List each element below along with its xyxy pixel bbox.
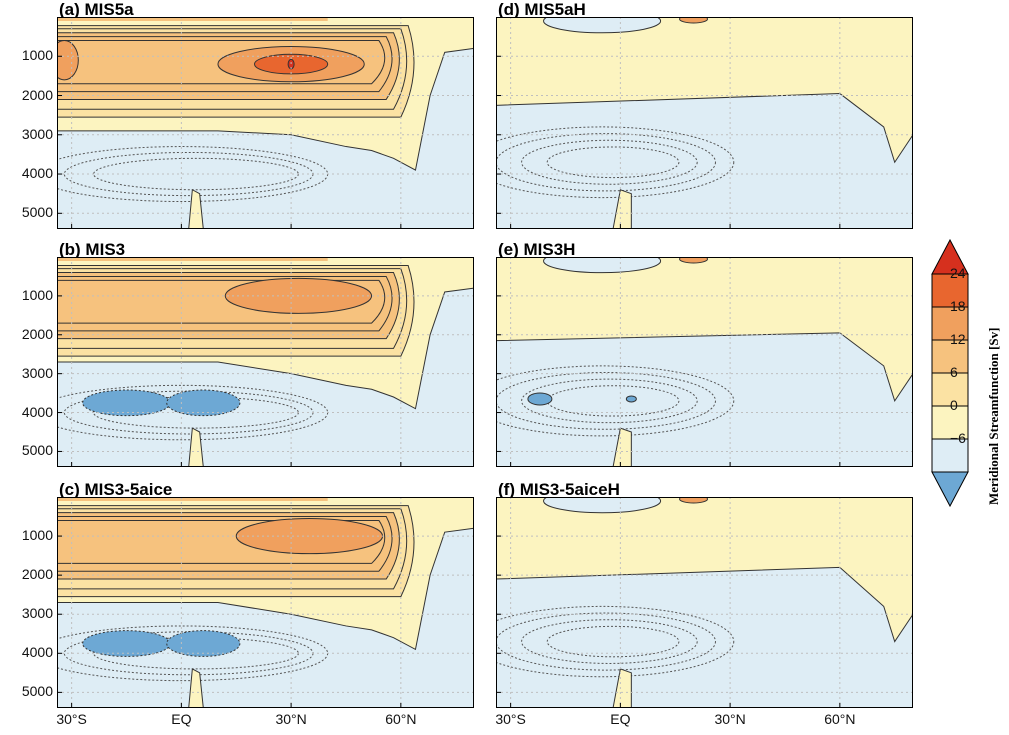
- positive-cell-0sv: [496, 257, 913, 403]
- y-tick-label: 3000: [21, 364, 53, 381]
- y-tick-label: 4000: [21, 403, 53, 420]
- aabw-core: [82, 389, 171, 417]
- panel-title: (e) MIS3H: [498, 240, 576, 259]
- aabw-core: [166, 630, 241, 657]
- colorbar-tick-label: 18: [950, 298, 966, 314]
- y-tick-label: 1000: [21, 527, 53, 544]
- colorbar-segment: [931, 306, 969, 341]
- aabw-contour: [546, 385, 680, 417]
- panel-frame: [57, 257, 474, 467]
- colorbar-segment: [931, 273, 969, 308]
- panel-frame: [496, 497, 913, 708]
- colorbar-title: Meridional Streamfunction [Sv]: [986, 327, 1001, 505]
- aabw-core: [527, 392, 553, 406]
- ridge: [188, 188, 204, 229]
- panel-title: (c) MIS3-5aice: [59, 480, 173, 499]
- aabw-contour: [521, 378, 698, 424]
- colorbar-tick-label: 24: [950, 265, 966, 281]
- y-tick-label: 3000: [21, 605, 53, 622]
- panel-frame: [496, 257, 913, 467]
- panel-title: (f) MIS3-5aiceH: [498, 480, 620, 499]
- y-tick-label: 1000: [21, 286, 53, 303]
- streamfunction-panel: [57, 257, 474, 467]
- y-tick-label: 2000: [21, 566, 53, 583]
- colorbar-tick-label: −6: [950, 430, 966, 446]
- aabw-contour: [496, 365, 735, 437]
- ridge: [612, 668, 632, 708]
- y-tick-label: 4000: [21, 644, 53, 661]
- x-tick-label: EQ: [610, 711, 631, 727]
- x-tick-label: 30°S: [56, 711, 87, 727]
- x-tick-label: 30°N: [275, 711, 307, 727]
- y-tick-label: 5000: [21, 442, 53, 459]
- panel-frame: [496, 17, 913, 229]
- surface-positive: [679, 257, 709, 264]
- surface-negative: [543, 17, 662, 34]
- streamfunction-panel: [57, 497, 474, 708]
- surface-negative: [543, 257, 662, 274]
- x-tick-label: 30°N: [714, 711, 746, 727]
- colorbar-segment: [931, 372, 969, 407]
- y-tick-label: 2000: [21, 325, 53, 342]
- aabw-contour: [521, 139, 698, 185]
- colorbar: [931, 238, 969, 508]
- y-tick-label: 3000: [21, 125, 53, 142]
- aabw-contour: [496, 605, 735, 678]
- ridge: [188, 427, 204, 467]
- colorbar-segment: [931, 438, 969, 473]
- surface-negative: [543, 497, 662, 514]
- y-tick-label: 4000: [21, 165, 53, 182]
- nadw-core-south: [57, 40, 79, 81]
- y-tick-label: 1000: [21, 47, 53, 64]
- panel-title: (b) MIS3: [59, 240, 126, 259]
- surface-positive: [679, 497, 709, 504]
- streamfunction-panel: [496, 497, 913, 708]
- aabw-contour: [496, 612, 716, 671]
- streamfunction-panel: [496, 17, 913, 229]
- positive-cell-0sv: [496, 497, 913, 643]
- colorbar-tick-label: 12: [950, 331, 966, 347]
- aabw-contour: [496, 126, 735, 199]
- surface-band: [57, 257, 328, 261]
- surface-band: [57, 17, 328, 21]
- x-tick-label: EQ: [171, 711, 192, 727]
- colorbar-segment: [931, 339, 969, 374]
- aabw-contour: [546, 625, 680, 658]
- surface-positive: [679, 17, 709, 24]
- ridge: [188, 668, 204, 708]
- x-tick-label: 60°N: [385, 711, 417, 727]
- y-tick-label: 5000: [21, 204, 53, 221]
- panel-title: (d) MIS5aH: [498, 0, 586, 19]
- x-tick-label: 30°S: [495, 711, 526, 727]
- aabw-core: [166, 389, 241, 417]
- aabw-core: [82, 630, 171, 657]
- y-tick-label: 2000: [21, 86, 53, 103]
- aabw-contour: [496, 372, 716, 430]
- panel-frame: [57, 497, 474, 708]
- positive-cell-0sv: [496, 17, 913, 164]
- surface-band: [57, 497, 328, 501]
- panel-title: (a) MIS5a: [59, 0, 134, 19]
- colorbar-min-arrow: [931, 471, 969, 508]
- aabw-core: [625, 395, 637, 403]
- ridge: [612, 427, 632, 467]
- colorbar-segment: [931, 405, 969, 440]
- panel-frame: [57, 17, 474, 229]
- streamfunction-panel: [496, 257, 913, 467]
- x-tick-label: 60°N: [824, 711, 856, 727]
- aabw-contour: [521, 619, 698, 664]
- y-tick-label: 5000: [21, 683, 53, 700]
- colorbar-tick-label: 6: [950, 364, 958, 380]
- ridge: [612, 189, 632, 229]
- aabw-contour: [496, 133, 716, 192]
- streamfunction-panel: [57, 17, 474, 229]
- colorbar-tick-label: 0: [950, 397, 958, 413]
